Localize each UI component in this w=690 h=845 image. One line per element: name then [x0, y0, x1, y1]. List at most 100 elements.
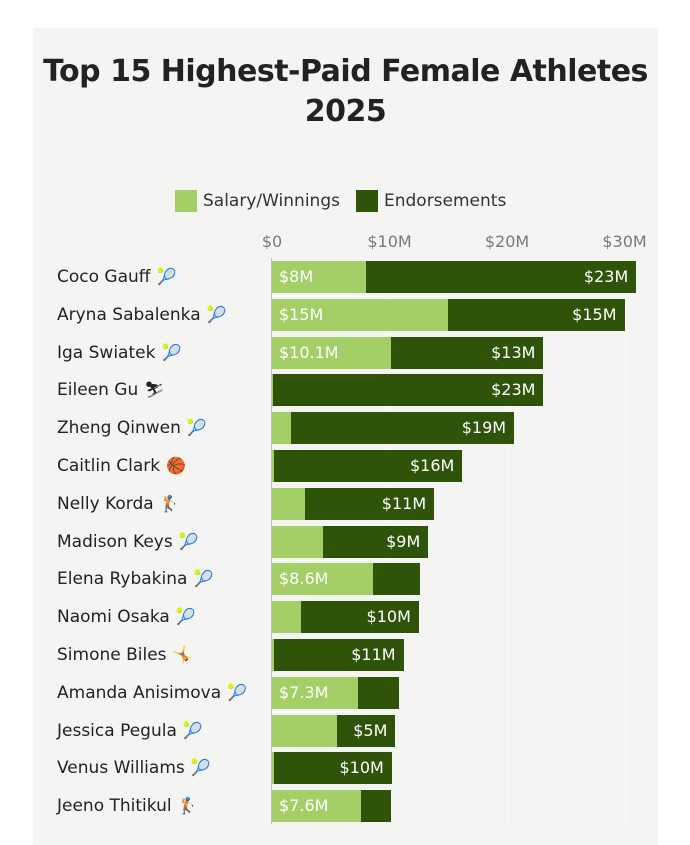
bar-endorsements	[357, 676, 399, 709]
legend-label-salary: Salary/Winnings	[203, 191, 340, 211]
bar-endorsements	[390, 336, 544, 369]
bar-endorsements	[274, 639, 404, 671]
category-name: Coco Gauff	[57, 267, 151, 287]
gridline	[507, 258, 508, 824]
category-label: Madison Keys 🎾	[57, 526, 267, 558]
bar-endorsements	[273, 374, 544, 407]
x-tick-label: $30M	[602, 232, 647, 251]
legend-label-endorsements: Endorsements	[383, 191, 507, 211]
data-label-endorsements: $13M	[491, 342, 536, 362]
category-name: Jeeno Thitikul	[57, 796, 172, 817]
bar-endorsements	[366, 261, 637, 293]
category-name: Eileen Gu	[57, 380, 139, 401]
bar-salary	[272, 639, 275, 671]
chart-legend: Salary/Winnings Endorsements	[175, 188, 522, 214]
bar-salary	[272, 261, 366, 293]
category-name: Simone Biles	[57, 645, 167, 665]
legend-item-salary: Salary/Winnings	[175, 190, 340, 212]
category-label: Coco Gauff 🎾	[57, 261, 267, 293]
bar-endorsements	[448, 298, 625, 331]
tennis-ball-icon: 🎾	[156, 267, 177, 286]
gymnast-icon: 🤸	[172, 645, 193, 664]
x-tick-label: $20M	[484, 232, 530, 251]
legend-swatch-endorsements	[355, 190, 378, 212]
bar-salary	[272, 487, 305, 520]
x-axis-baseline	[271, 258, 272, 824]
category-label: Iga Swiatek 🎾	[57, 337, 267, 369]
bar-salary	[272, 374, 274, 407]
category-name: Zheng Qinwen	[57, 418, 181, 439]
tennis-ball-icon: 🎾	[186, 418, 207, 438]
category-label: Nelly Korda 🏌	[57, 488, 267, 520]
data-label-endorsements: $23M	[583, 267, 629, 286]
category-label: Jessica Pegula 🎾	[57, 715, 267, 747]
category-label: Jeeno Thitikul 🏌	[57, 790, 267, 822]
tennis-ball-icon: 🎾	[190, 758, 211, 778]
x-tick-label: $10M	[367, 232, 412, 251]
bar-salary	[272, 336, 391, 369]
category-name: Iga Swiatek	[57, 342, 156, 363]
bar-salary	[272, 450, 275, 482]
data-label-endorsements: $9M	[386, 531, 421, 551]
bar-salary	[272, 412, 291, 445]
chart-title: Top 15 Highest-Paid Female Athletes 2025	[43, 54, 648, 129]
category-label: Elena Rybakina 🎾	[57, 563, 267, 595]
category-name: Amanda Anisimova	[57, 682, 222, 703]
category-name: Venus Williams	[57, 758, 185, 779]
category-name: Nelly Korda	[57, 493, 154, 514]
legend-swatch-salary	[175, 190, 197, 212]
tennis-ball-icon: 🎾	[227, 682, 248, 702]
golfer-icon: 🏌	[159, 493, 180, 513]
data-label-salary: $7.3M	[279, 682, 329, 702]
bar-endorsements	[361, 790, 391, 823]
skier-icon: ⛷	[144, 380, 165, 400]
data-label-endorsements: $11M	[351, 645, 396, 664]
bar-salary	[272, 298, 449, 331]
data-label-salary: $7.6M	[279, 796, 329, 816]
category-label: Eileen Gu ⛷	[57, 374, 267, 406]
bar-endorsements	[301, 601, 419, 634]
bar-salary	[272, 563, 374, 596]
bar-endorsements	[290, 412, 515, 445]
category-label: Naomi Osaka 🎾	[57, 601, 267, 633]
basketball-icon: 🏀	[166, 456, 187, 475]
legend-item-endorsements: Endorsements	[355, 190, 507, 212]
data-label-endorsements: $10M	[366, 607, 411, 627]
category-name: Madison Keys	[57, 531, 173, 552]
bar-salary	[272, 525, 323, 558]
tennis-ball-icon: 🎾	[182, 720, 203, 740]
category-name: Aryna Sabalenka	[57, 304, 201, 325]
category-label: Simone Biles 🤸	[57, 639, 267, 671]
data-label-endorsements: $19M	[461, 418, 507, 438]
data-label-endorsements: $16M	[410, 456, 455, 475]
category-label: Caitlin Clark 🏀	[57, 450, 267, 482]
data-label-salary: $8M	[279, 267, 314, 286]
bar-endorsements	[322, 525, 429, 558]
tennis-ball-icon: 🎾	[161, 342, 182, 362]
data-label-salary: $10.1M	[279, 342, 339, 362]
bar-salary	[272, 752, 275, 785]
tennis-ball-icon: 🎾	[193, 569, 214, 589]
golfer-icon: 🏌	[177, 796, 198, 816]
data-label-endorsements: $5M	[353, 720, 388, 740]
data-label-salary: $15M	[279, 304, 324, 324]
bar-endorsements	[304, 487, 435, 520]
bar-salary	[272, 601, 302, 634]
category-label: Venus Williams 🎾	[57, 752, 267, 784]
tennis-ball-icon: 🎾	[206, 304, 227, 324]
category-label: Aryna Sabalenka 🎾	[57, 299, 267, 331]
bar-salary	[272, 790, 362, 823]
x-tick-label: $0	[261, 232, 283, 251]
data-label-endorsements: $10M	[339, 758, 384, 778]
bar-salary	[272, 676, 358, 709]
category-name: Elena Rybakina	[57, 569, 188, 590]
tennis-ball-icon: 🎾	[178, 531, 199, 551]
category-label: Zheng Qinwen 🎾	[57, 412, 267, 444]
category-name: Caitlin Clark	[57, 456, 161, 476]
gridline	[624, 258, 626, 824]
bar-salary	[272, 714, 337, 747]
data-label-endorsements: $15M	[572, 304, 617, 324]
tennis-ball-icon: 🎾	[175, 607, 196, 627]
category-label: Amanda Anisimova 🎾	[57, 677, 267, 709]
category-name: Jessica Pegula	[57, 720, 177, 741]
